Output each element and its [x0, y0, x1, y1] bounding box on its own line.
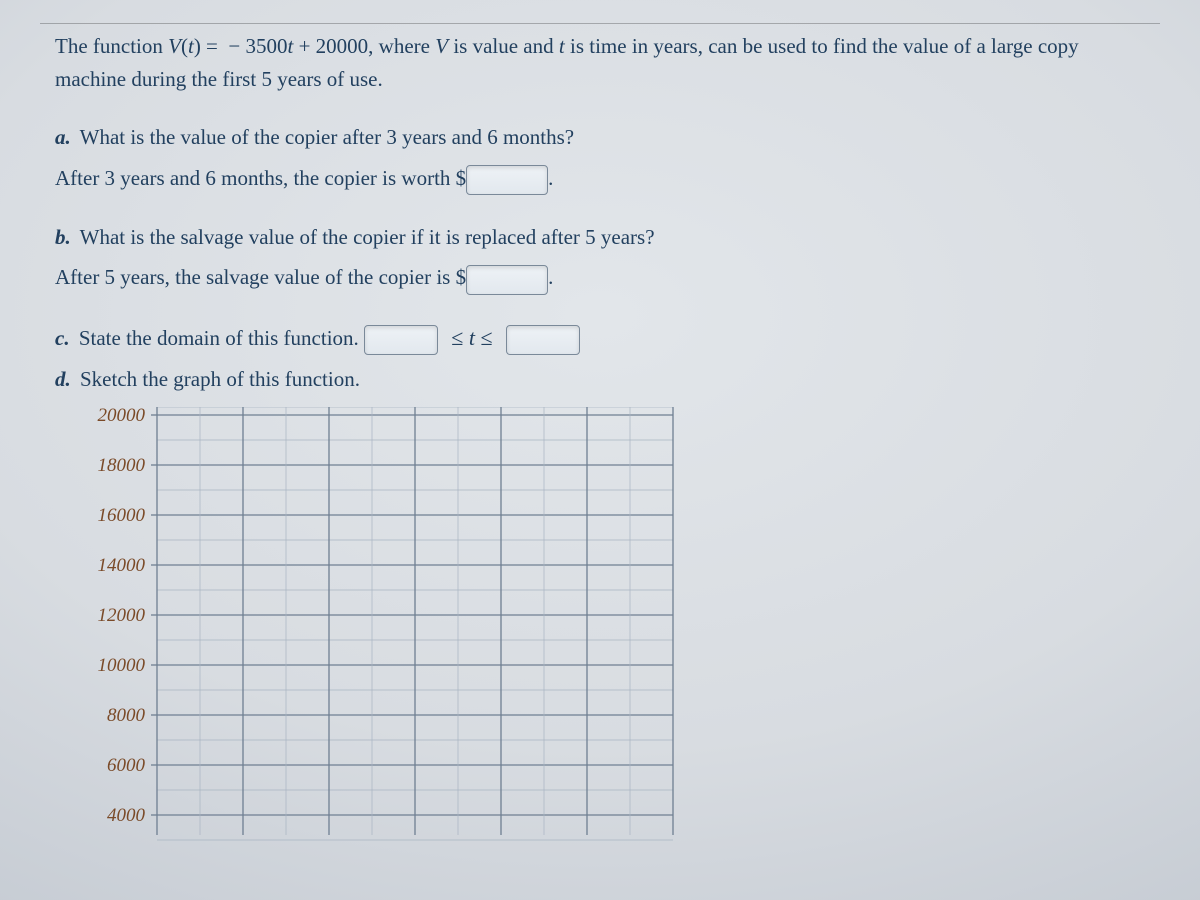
- problem-intro: The function V(t) = − 3500t + 20000, whe…: [55, 30, 1155, 95]
- svg-text:12000: 12000: [98, 605, 146, 626]
- part-c-line: c. State the domain of this function. ≤ …: [55, 321, 1155, 355]
- part-a-question: a. What is the value of the copier after…: [55, 121, 1155, 154]
- part-c-prompt: State the domain of this function.: [79, 326, 359, 350]
- part-b-question-text: What is the salvage value of the copier …: [80, 225, 655, 249]
- part-a-answer-input[interactable]: [466, 165, 548, 195]
- svg-text:18000: 18000: [98, 455, 146, 476]
- svg-text:10000: 10000: [98, 655, 146, 676]
- svg-text:16000: 16000: [98, 505, 146, 526]
- svg-text:8000: 8000: [107, 705, 146, 726]
- domain-relation: ≤ t ≤: [443, 325, 500, 350]
- part-b-answer-input[interactable]: [466, 265, 548, 295]
- part-d-line: d. Sketch the graph of this function.: [55, 363, 1155, 396]
- part-b-answer-line: After 5 years, the salvage value of the …: [55, 261, 1155, 294]
- part-a-question-text: What is the value of the copier after 3 …: [80, 125, 574, 149]
- part-d-prompt: Sketch the graph of this function.: [80, 367, 360, 391]
- graph-grid: 20000 18000 16000 14000 12000 10000 8000 6000 40…: [65, 407, 1155, 855]
- part-b-question: b. What is the salvage value of the copi…: [55, 221, 1155, 254]
- domain-lower-input[interactable]: [364, 325, 438, 355]
- part-b-answer-prefix: After 5 years, the salvage value of the …: [55, 265, 466, 289]
- part-b-answer-suffix: .: [548, 265, 553, 289]
- part-d-label: d.: [55, 367, 71, 391]
- part-a-label: a.: [55, 125, 71, 149]
- part-a-answer-prefix: After 3 years and 6 months, the copier i…: [55, 166, 466, 190]
- part-a-answer-suffix: .: [548, 166, 553, 190]
- part-b-label: b.: [55, 225, 71, 249]
- graph-svg: 20000 18000 16000 14000 12000 10000 8000 6000 40…: [65, 407, 757, 855]
- part-a-answer-line: After 3 years and 6 months, the copier i…: [55, 162, 1155, 195]
- svg-text:20000: 20000: [98, 407, 146, 426]
- svg-text:14000: 14000: [98, 555, 146, 576]
- svg-text:6000: 6000: [107, 755, 146, 776]
- domain-upper-input[interactable]: [506, 325, 580, 355]
- cropped-top-edge: [40, 18, 1160, 24]
- problem-screenshot: The function V(t) = − 3500t + 20000, whe…: [0, 0, 1200, 900]
- svg-text:4000: 4000: [107, 805, 146, 826]
- part-c-label: c.: [55, 326, 70, 350]
- problem-content: The function V(t) = − 3500t + 20000, whe…: [55, 30, 1155, 855]
